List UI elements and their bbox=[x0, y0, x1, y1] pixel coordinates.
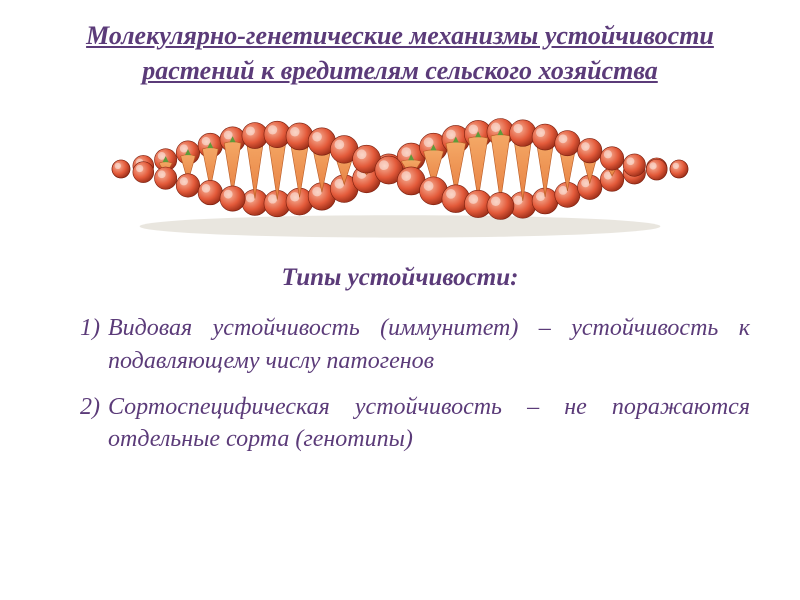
list-item: 1) Видовая устойчивость (иммунитет) – ус… bbox=[80, 312, 750, 377]
title-text: Молекулярно-генетические механизмы устой… bbox=[86, 21, 714, 85]
item-number: 1) bbox=[80, 312, 108, 377]
subtitle: Типы устойчивости: bbox=[0, 264, 800, 292]
slide-title: Молекулярно-генетические механизмы устой… bbox=[0, 0, 800, 98]
item-number: 2) bbox=[80, 391, 108, 456]
subtitle-text: Типы устойчивости: bbox=[282, 264, 519, 291]
list-item: 2) Сортоспецифическая устойчивость – не … bbox=[80, 391, 750, 456]
item-text: Видовая устойчивость (иммунитет) – устой… bbox=[108, 312, 750, 377]
dna-figure bbox=[0, 106, 800, 246]
item-text: Сортоспецифическая устойчивость – не пор… bbox=[108, 391, 750, 456]
resistance-list: 1) Видовая устойчивость (иммунитет) – ус… bbox=[0, 312, 800, 456]
dna-helix-icon bbox=[90, 106, 710, 246]
